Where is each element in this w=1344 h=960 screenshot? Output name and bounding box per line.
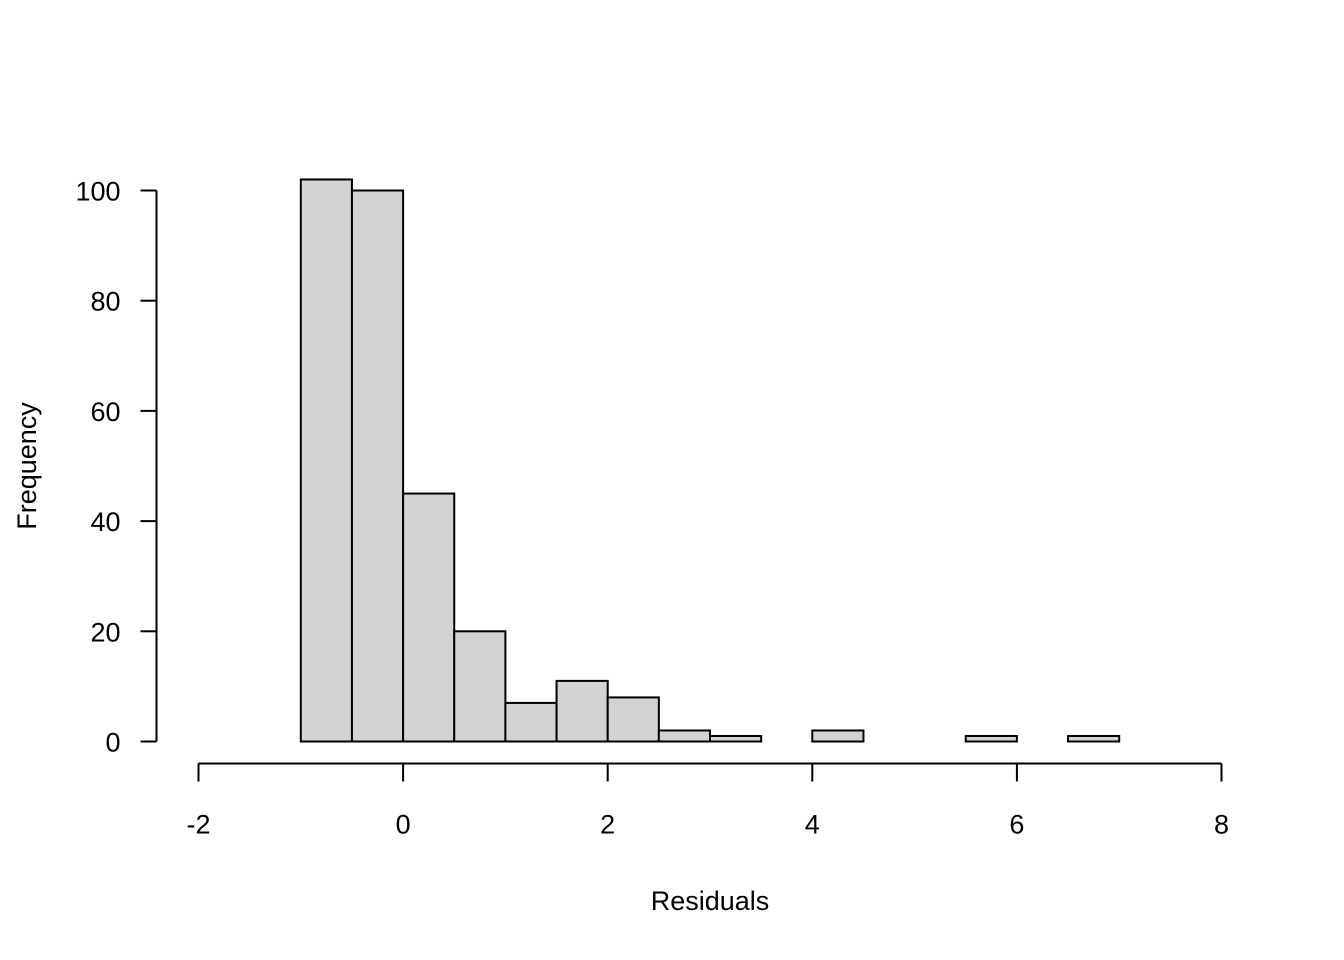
y-axis-title: Frequency (12, 402, 42, 530)
y-tick-label-5: 100 (75, 177, 120, 207)
y-tick-label-0: 0 (105, 728, 120, 758)
histogram-bar-1 (350, 189, 405, 743)
histogram-bar-2 (402, 492, 456, 743)
histogram-bar-13 (964, 734, 1018, 743)
y-tick-label-2: 40 (90, 507, 120, 537)
y-tick-label-4: 80 (90, 287, 120, 317)
x-tick-label-5: 8 (1214, 810, 1229, 840)
histogram-bar-0 (299, 178, 353, 743)
histogram-bar-5 (555, 679, 609, 743)
histogram-bar-6 (606, 696, 660, 743)
y-tick-label-1: 20 (90, 617, 120, 647)
histogram-bar-10 (811, 729, 865, 743)
histogram-bar-7 (657, 729, 711, 743)
x-tick-label-4: 6 (1009, 810, 1024, 840)
histogram-bar-8 (709, 734, 763, 743)
histogram-bar-4 (504, 701, 558, 743)
x-tick-label-3: 4 (805, 810, 820, 840)
x-tick-label-1: 0 (396, 810, 411, 840)
x-tick-label-2: 2 (600, 810, 615, 840)
histogram-bars (299, 178, 1121, 743)
y-tick-label-3: 60 (90, 397, 120, 427)
x-tick-label-0: -2 (186, 810, 210, 840)
y-axis: 0 20 40 60 80 100 (75, 177, 158, 758)
histogram-bar-15 (1067, 734, 1121, 743)
x-axis: -2 0 2 4 6 8 (186, 762, 1229, 840)
x-axis-title: Residuals (651, 886, 770, 916)
histogram-bar-3 (453, 630, 507, 743)
